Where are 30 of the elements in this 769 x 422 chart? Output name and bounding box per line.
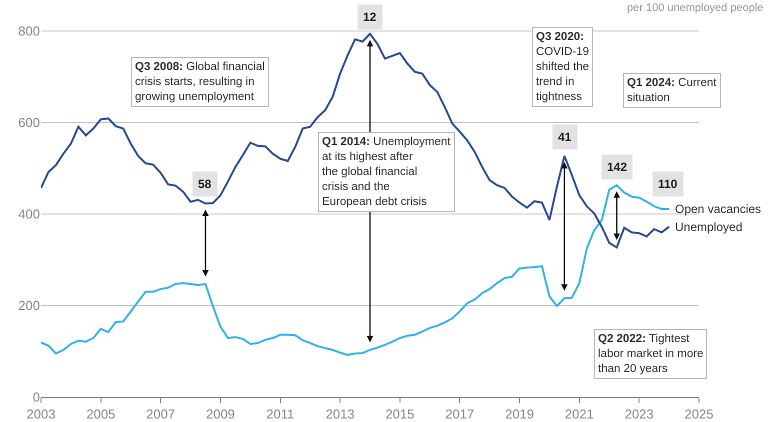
x-tick-label: 2011 (266, 406, 294, 422)
x-tick-label: 2013 (326, 406, 355, 422)
y-tick-label: 400 (18, 206, 40, 222)
x-tick-label: 2009 (206, 406, 235, 422)
series-label: Unemployed (675, 220, 742, 234)
x-tick-label: 2019 (505, 406, 534, 422)
y-tick-label: 0 (32, 390, 40, 405)
series-label: Open vacancies (675, 202, 762, 216)
annotation: Q3 2008: Global financial crisis starts, resulting in growing unemployment (135, 61, 265, 103)
annotation: Q2 2022: Tightest labor market in more than 20 years (598, 333, 704, 375)
annotation: Q3 2020: COVID-19 shifted the trend in tightness (536, 31, 590, 103)
y-tick-label: 200 (18, 298, 40, 314)
x-tick-label: 2025 (684, 406, 714, 422)
x-tick-label: 2005 (86, 406, 116, 422)
y-tick-label: 600 (18, 115, 40, 130)
annotation: 110 (658, 177, 678, 191)
x-tick-label: 2015 (385, 406, 414, 422)
annotation: 142 (607, 160, 628, 174)
annotation: Q1 2024: Current situation (627, 77, 718, 104)
annotation: 12 (363, 10, 377, 24)
annotation: 41 (558, 130, 572, 144)
x-tick-label: 2021 (564, 406, 594, 422)
annotation: 58 (198, 177, 212, 191)
y-tick-label: 800 (18, 24, 40, 39)
x-tick-label: 2017 (445, 406, 474, 422)
x-tick-label: 2003 (26, 406, 56, 422)
x-tick-label: 2023 (624, 406, 654, 422)
chart-subtitle: per 100 unemployed people (627, 2, 764, 14)
x-tick-label: 2007 (146, 406, 176, 422)
annotation: Q1 2014: Unemployment at its highest after the global financial crisis and the European debt crisis (322, 136, 452, 208)
